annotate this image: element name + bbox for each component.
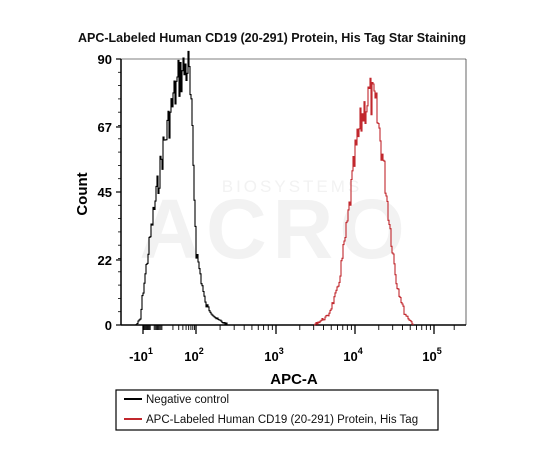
x-tick-label: -101	[129, 346, 153, 364]
y-tick-label: 45	[98, 185, 112, 200]
x-tick-label: 102	[184, 346, 203, 364]
x-tick-label: 103	[264, 346, 283, 364]
legend-label-negative-control: Negative control	[146, 394, 229, 406]
y-tick-label: 67	[98, 120, 112, 135]
x-tick-labels: -101 102 103 104 105	[129, 346, 442, 364]
plot-area	[116, 50, 467, 334]
watermark-sub: BIOSYSTEMS	[222, 177, 363, 196]
legend-box	[115, 389, 439, 431]
y-tick-label: 22	[98, 253, 112, 268]
watermark-brand: ACRO	[139, 182, 410, 276]
legend: Negative control APC-Labeled Human CD19 …	[115, 389, 439, 431]
x-tick-label: 104	[343, 346, 362, 364]
histogram-series-0	[135, 50, 228, 326]
histogram-series-1	[314, 77, 414, 326]
watermark-logo: BIOSYSTEMS ACRO	[139, 177, 410, 276]
y-tick-labels: 0 22 45 67 90	[98, 52, 112, 333]
x-tick-label: 105	[422, 346, 441, 364]
chart-title: APC-Labeled Human CD19 (20-291) Protein,…	[78, 31, 466, 45]
x-axis-label: APC-A	[270, 371, 318, 388]
y-tick-label: 0	[105, 318, 112, 333]
legend-label-apc-cd19: APC-Labeled Human CD19 (20-291) Protein,…	[146, 414, 418, 426]
y-axis-label: Count	[74, 172, 91, 215]
y-tick-label: 90	[98, 52, 112, 67]
